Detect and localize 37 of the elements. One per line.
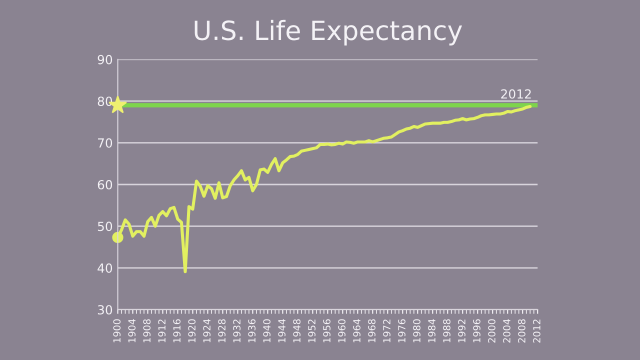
x-tick-label: 1980 bbox=[413, 319, 420, 342]
x-tick-label: 1972 bbox=[383, 320, 390, 342]
x-tick-label: 1936 bbox=[248, 319, 256, 342]
x-tick-label: 1916 bbox=[173, 319, 181, 342]
y-tick-label: 70 bbox=[98, 138, 112, 148]
x-tick-label: 1996 bbox=[473, 319, 480, 342]
x-tick-label: 1924 bbox=[203, 319, 211, 342]
x-tick-label: 1984 bbox=[428, 319, 436, 342]
x-tick-label: 1940 bbox=[263, 319, 271, 342]
x-tick-label: 1956 bbox=[323, 319, 330, 342]
x-tick-label: 2008 bbox=[518, 319, 526, 343]
x-tick-label: 1964 bbox=[353, 319, 360, 342]
x-tick-label: 1976 bbox=[398, 319, 406, 342]
chart-title: U.S. Life Expectancy bbox=[194, 20, 462, 46]
x-tick-label: 1960 bbox=[338, 319, 346, 342]
x-tick-label: 1988 bbox=[443, 319, 450, 342]
x-tick-label: 1904 bbox=[128, 319, 136, 342]
y-tick-label: 40 bbox=[98, 263, 112, 273]
x-tick-label: 1920 bbox=[188, 319, 196, 342]
x-tick-label: 1948 bbox=[293, 319, 301, 342]
x-tick-label: 1928 bbox=[218, 319, 226, 342]
x-tick-label: 1912 bbox=[158, 320, 166, 342]
x-tick-label: 1944 bbox=[278, 319, 286, 342]
x-tick-label: 1992 bbox=[458, 320, 466, 342]
annotation: 2012 bbox=[501, 89, 531, 99]
x-tick-label: 2004 bbox=[503, 319, 510, 343]
y-tick-label: 90 bbox=[98, 54, 112, 64]
y-tick-label: 50 bbox=[98, 222, 112, 232]
x-tick-label: 1908 bbox=[143, 319, 151, 342]
x-tick-label: 1900 bbox=[113, 319, 121, 342]
y-tick-label: 30 bbox=[98, 305, 112, 315]
x-tick-label: 2000 bbox=[488, 319, 496, 343]
y-tick-label: 60 bbox=[98, 180, 112, 190]
x-tick-label: 1952 bbox=[308, 320, 316, 342]
x-tick-label: 1932 bbox=[233, 320, 241, 342]
x-tick-label: 2012 bbox=[533, 320, 540, 343]
x-tick-label: 1968 bbox=[368, 319, 376, 342]
